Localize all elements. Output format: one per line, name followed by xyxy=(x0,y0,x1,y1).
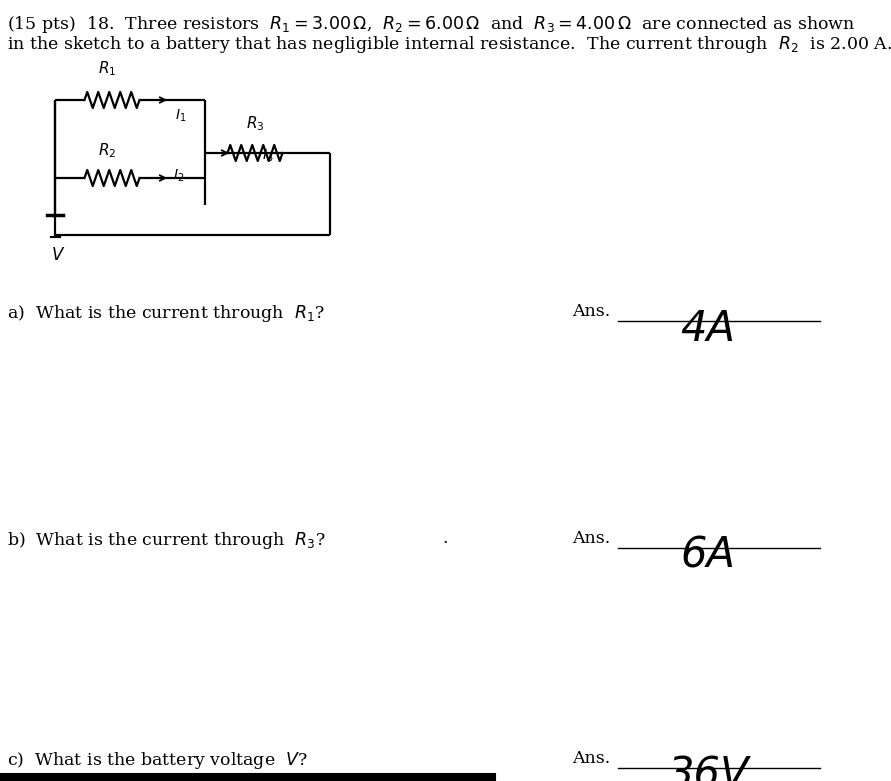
Text: 6A: 6A xyxy=(680,535,735,577)
Text: Ans.: Ans. xyxy=(572,530,610,547)
Text: c)  What is the battery voltage  $V$?: c) What is the battery voltage $V$? xyxy=(7,750,307,771)
Text: in the sketch to a battery that has negligible internal resistance.  The current: in the sketch to a battery that has negl… xyxy=(7,34,891,55)
Text: 36V: 36V xyxy=(668,755,749,781)
Text: a)  What is the current through  $R_1$?: a) What is the current through $R_1$? xyxy=(7,303,325,324)
Text: 4A: 4A xyxy=(680,308,735,350)
Text: $R_2$: $R_2$ xyxy=(98,141,116,160)
Text: b)  What is the current through  $R_3$?: b) What is the current through $R_3$? xyxy=(7,530,325,551)
Text: (15 pts)  18.  Three resistors  $R_1 = 3.00\,\Omega$,  $R_2 = 6.00\,\Omega$  and: (15 pts) 18. Three resistors $R_1 = 3.00… xyxy=(7,14,855,35)
Text: Ans.: Ans. xyxy=(572,750,610,767)
Text: $R_3$: $R_3$ xyxy=(246,114,265,133)
Text: $I_2$: $I_2$ xyxy=(173,168,184,184)
Text: $V$: $V$ xyxy=(51,247,65,264)
Text: $I_1$: $I_1$ xyxy=(175,108,186,124)
Text: $I_3$: $I_3$ xyxy=(262,148,274,164)
Text: .: . xyxy=(442,530,447,547)
Text: $R_1$: $R_1$ xyxy=(98,59,116,78)
Text: Ans.: Ans. xyxy=(572,303,610,320)
